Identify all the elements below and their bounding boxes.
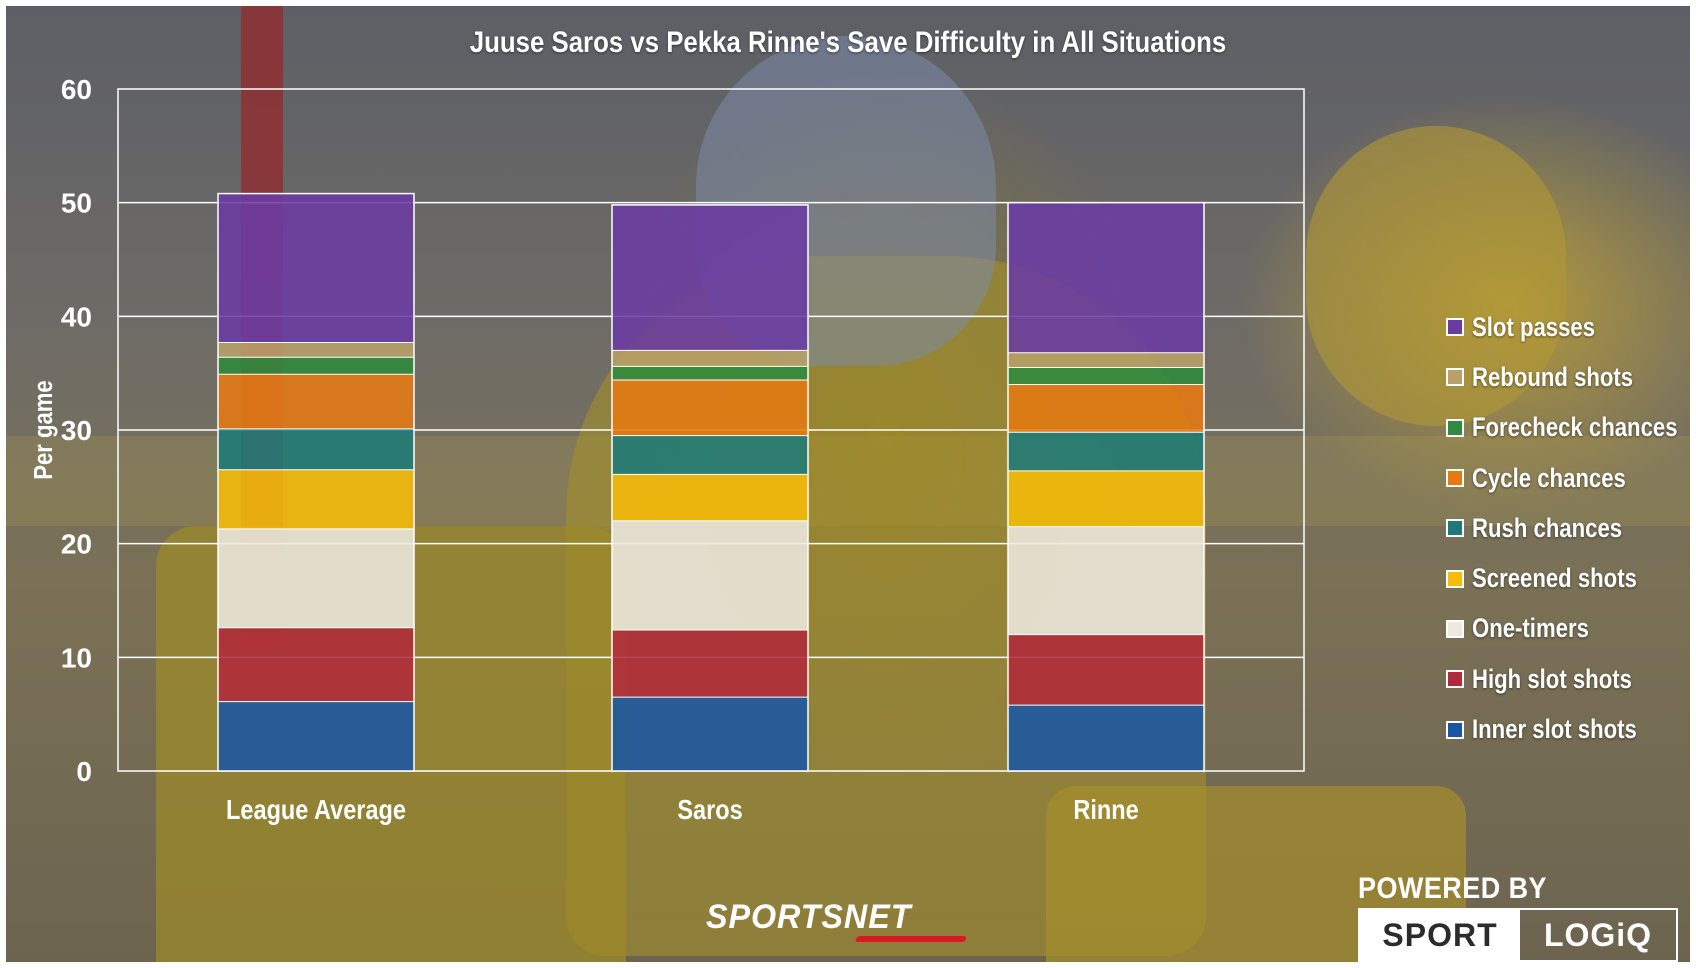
legend-label: One-timers <box>1472 613 1589 644</box>
legend-swatch <box>1446 469 1464 488</box>
sportsnet-swoosh-icon <box>854 936 968 942</box>
bar-segment <box>612 435 808 475</box>
legend-swatch <box>1446 368 1464 387</box>
bar-segment <box>612 366 808 380</box>
bar-segment <box>218 357 414 375</box>
bar-outline <box>217 192 415 772</box>
bar-segment <box>1008 202 1204 353</box>
y-tick-label: 20 <box>61 529 92 560</box>
y-tick-label: 30 <box>61 415 92 446</box>
y-tick-label: 0 <box>76 756 92 787</box>
legend-item: Cycle chances <box>1446 453 1686 503</box>
legend-item: Rush chances <box>1446 503 1686 553</box>
legend-swatch <box>1446 418 1464 437</box>
legend-item: Screened shots <box>1446 553 1686 603</box>
bar-segment <box>612 204 808 351</box>
legend-swatch <box>1446 670 1464 689</box>
bar-segment <box>218 469 414 529</box>
x-tick-label: League Average <box>226 795 406 825</box>
chart-canvas: 0 10 20 30 40 50 60 Per game League Average Saros… <box>6 6 1690 962</box>
legend-item: Forecheck chances <box>1446 403 1686 453</box>
sportsnet-logo-text: SPORTSNET <box>706 898 912 936</box>
x-tick-label: Saros <box>677 795 742 825</box>
legend-label: Rebound shots <box>1472 361 1634 392</box>
bar-segment <box>218 428 414 470</box>
legend-label: Screened shots <box>1472 563 1637 594</box>
chart-title: Juuse Saros vs Pekka Rinne's Save Diffic… <box>469 26 1227 59</box>
bar-segment <box>218 627 414 702</box>
legend-label: Rush chances <box>1472 512 1623 543</box>
y-axis-label: Per game <box>29 380 58 479</box>
sportlogiq-logo: SPORT LOGiQ <box>1358 908 1678 962</box>
bar-segment <box>1008 352 1204 368</box>
bar-segment <box>612 630 808 698</box>
legend-label: Slot passes <box>1472 311 1596 342</box>
bar-segment <box>218 528 414 628</box>
bar-outline <box>611 204 809 772</box>
y-tick-label: 60 <box>61 74 92 105</box>
legend-label: Forecheck chances <box>1472 412 1678 443</box>
powered-by-label: POWERED BY <box>1358 872 1548 905</box>
background-goalie-glove <box>1306 126 1566 426</box>
bar-segment <box>1008 470 1204 527</box>
bar-segment <box>218 193 414 343</box>
x-tick-label: Rinne <box>1073 795 1138 825</box>
legend-label: Inner slot shots <box>1472 714 1637 745</box>
legend-item: Slot passes <box>1446 302 1686 352</box>
bar-outline <box>1007 201 1205 772</box>
legend-swatch <box>1446 720 1464 739</box>
legend-item: Rebound shots <box>1446 352 1686 402</box>
bar-segment <box>1008 367 1204 385</box>
bar-segment <box>1008 384 1204 433</box>
stacked-bar-chart: 0 10 20 30 40 50 60 Per game League Average Saros… <box>29 74 1305 825</box>
sportlogiq-logiq-text: LOGiQ <box>1543 916 1653 953</box>
bar-segment <box>612 379 808 436</box>
legend-item: One-timers <box>1446 604 1686 654</box>
legend-swatch <box>1446 569 1464 588</box>
y-tick-label: 10 <box>61 642 92 673</box>
chart-legend: Slot passes Rebound shots Forecheck chance… <box>1446 302 1686 755</box>
bar-segment <box>612 474 808 521</box>
legend-label: Cycle chances <box>1472 462 1626 493</box>
bar-segment <box>218 342 414 358</box>
legend-item: Inner slot shots <box>1446 704 1686 754</box>
bar-segment <box>1008 526 1204 635</box>
bar-segment <box>612 520 808 631</box>
bar-segment <box>218 374 414 429</box>
sportsnet-logo: SPORTSNET <box>706 898 996 954</box>
bar-segment <box>612 350 808 367</box>
axes: 0 10 20 30 40 50 60 Per game League Average Saros… <box>29 74 1138 825</box>
legend-label: High slot shots <box>1472 663 1632 694</box>
y-tick-label: 50 <box>61 188 92 219</box>
bar-segment <box>612 697 808 771</box>
bars <box>217 192 1205 772</box>
bar-segment <box>1008 705 1204 771</box>
sportlogiq-sport-text: SPORT <box>1360 910 1520 960</box>
bar-segment <box>1008 634 1204 706</box>
sportlogiq-branding: POWERED BY SPORT LOGiQ <box>1358 872 1678 962</box>
legend-swatch <box>1446 519 1464 538</box>
legend-swatch <box>1446 619 1464 638</box>
y-tick-label: 40 <box>61 301 92 332</box>
legend-swatch <box>1446 318 1464 337</box>
legend-item: High slot shots <box>1446 654 1686 704</box>
bar-segment <box>218 701 414 771</box>
bar-segment <box>1008 432 1204 471</box>
